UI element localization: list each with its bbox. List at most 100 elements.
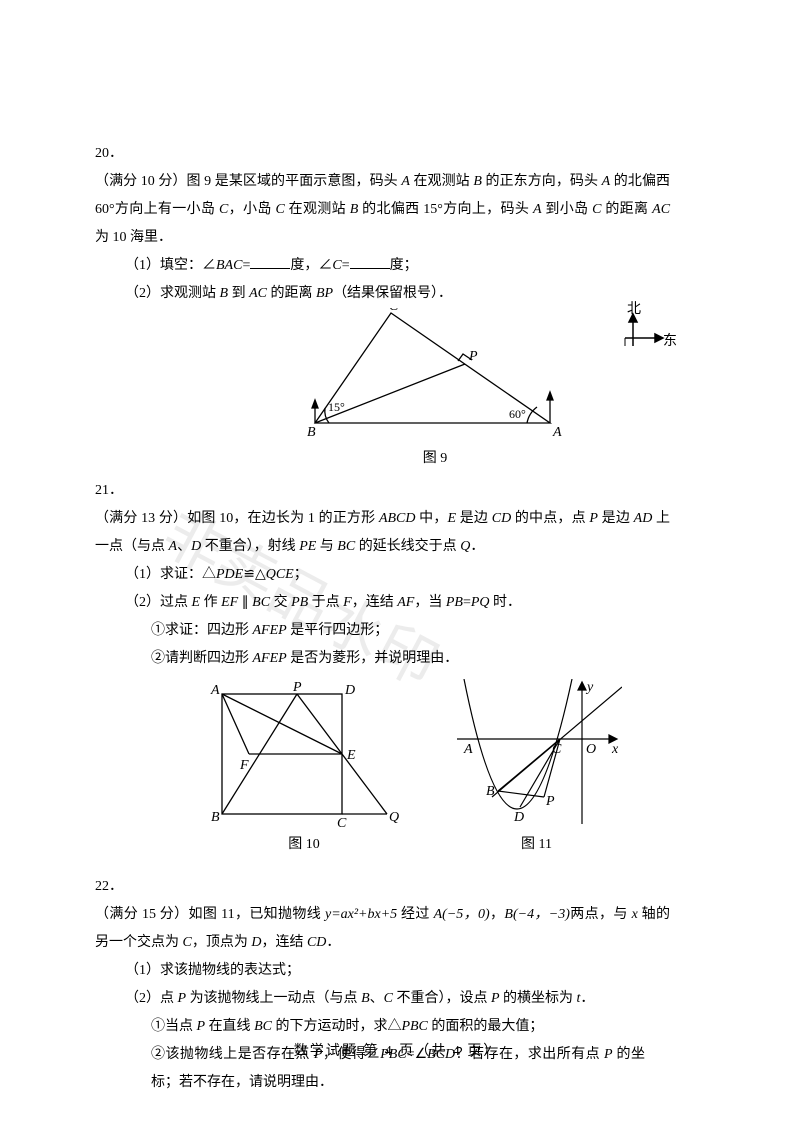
t: （2）点	[125, 991, 178, 1006]
var: EF	[221, 595, 238, 610]
t: 交	[270, 595, 291, 610]
t: 不重合），射线	[201, 539, 299, 554]
var-bc: BC	[254, 1019, 272, 1034]
var-p: P	[491, 991, 500, 1006]
t: （结果保留根号）．	[333, 286, 452, 301]
figure-10: AD BC PE FQ	[207, 679, 402, 829]
pt-b: B(−4，−3)	[504, 907, 570, 922]
var-c: C	[592, 202, 601, 217]
svg-text:B: B	[307, 425, 316, 440]
t: 的正东方向，码头	[482, 174, 602, 189]
t: 是边	[598, 511, 634, 526]
var: ABCD	[379, 511, 416, 526]
compass-east-label: 东	[663, 328, 677, 356]
svg-text:P: P	[468, 349, 478, 364]
svg-text:C: C	[389, 308, 399, 314]
problem-20: 20． （满分 10 分）图 9 是某区域的平面示意图，码头 A 在观测站 B …	[95, 140, 703, 463]
t: （满分 13 分）如图 10，在边长为 1 的正方形	[95, 511, 379, 526]
var-p: P	[197, 1019, 206, 1034]
t: 的中点，点	[511, 511, 589, 526]
var: AF	[397, 595, 414, 610]
svg-text:D: D	[513, 810, 524, 825]
var-cd: CD	[307, 935, 326, 950]
t: 到	[228, 286, 249, 301]
var: F	[343, 595, 352, 610]
t: 的北偏西 15°方向上，码头	[358, 202, 533, 217]
figure-9-caption: 图 9	[295, 445, 575, 473]
svg-text:B: B	[211, 810, 220, 825]
problem-number: 21．	[95, 477, 125, 505]
t: ．	[326, 935, 340, 950]
var-p: P	[178, 991, 187, 1006]
svg-text:C: C	[552, 742, 562, 757]
var: PQ	[471, 595, 490, 610]
figure-10-box: AD BC PE FQ 图 10	[207, 679, 402, 859]
var-d: D	[251, 935, 261, 950]
svg-text:Q: Q	[389, 810, 399, 825]
t: （2）求观测站	[125, 286, 220, 301]
t: ．	[580, 991, 594, 1006]
var-ac: AC	[652, 202, 670, 217]
svg-text:y: y	[585, 680, 594, 695]
t: 是边	[456, 511, 492, 526]
t: 不重合），设点	[393, 991, 491, 1006]
svg-text:F: F	[239, 758, 249, 773]
var: D	[191, 539, 201, 554]
var: AFEP	[253, 651, 287, 666]
var: PB	[291, 595, 308, 610]
t: 与	[316, 539, 337, 554]
problem-stem: （满分 15 分）如图 11，已知抛物线 y=ax²+bx+5 经过 A(−5，…	[95, 901, 670, 957]
t: ．	[470, 539, 484, 554]
var: AD	[634, 511, 653, 526]
sub-2-1: ①当点 P 在直线 BC 的下方运动时，求△PBC 的面积的最大值；	[95, 1013, 703, 1041]
t: 度，∠	[290, 258, 332, 273]
svg-text:E: E	[346, 748, 356, 763]
t: 、	[370, 991, 384, 1006]
var-pbc: PBC	[401, 1019, 427, 1034]
t: 于点	[308, 595, 343, 610]
var: E	[448, 511, 457, 526]
figure-9: B A C P 15° 60°	[295, 308, 575, 443]
figure-11-box: yx O AC BD P 图 11	[452, 679, 622, 859]
t: （满分 10 分）图 9 是某区域的平面示意图，码头	[95, 174, 401, 189]
var-c: C	[275, 202, 284, 217]
var: BC	[252, 595, 270, 610]
var-c: C	[219, 202, 228, 217]
t: ，顶点为	[192, 935, 252, 950]
t: 两点，与	[570, 907, 632, 922]
svg-text:A: A	[552, 425, 562, 440]
t: （1）填空：∠	[125, 258, 216, 273]
var-a: A	[533, 202, 542, 217]
t: =	[342, 258, 350, 273]
pt-a: A(−5，0)	[434, 907, 490, 922]
t: ≌△	[243, 567, 266, 582]
sub-1: （1）求该抛物线的表达式；	[95, 957, 703, 985]
var-a: A	[602, 174, 611, 189]
t: 的下方运动时，求△	[272, 1019, 402, 1034]
t: 作	[200, 595, 221, 610]
t: ∥	[238, 595, 252, 610]
compass-north-label: 北	[627, 296, 641, 324]
t: 中，	[416, 511, 448, 526]
var-c: C	[183, 935, 192, 950]
t: 的距离	[602, 202, 653, 217]
var: AFEP	[253, 623, 287, 638]
t: ①求证：四边形	[151, 623, 253, 638]
t: 是否为菱形，并说明理由．	[287, 651, 459, 666]
compass-icon: 北 东	[615, 308, 675, 358]
sub-2: （2）求观测站 B 到 AC 的距离 BP（结果保留根号）．	[95, 280, 703, 308]
var-b: B	[473, 174, 482, 189]
svg-text:C: C	[337, 816, 347, 829]
svg-text:B: B	[486, 784, 495, 799]
svg-text:P: P	[545, 794, 555, 809]
t: 为该抛物线上一动点（与点	[186, 991, 361, 1006]
problem-number: 22．	[95, 873, 125, 901]
figure-9-row: B A C P 15° 60° 图 9 北 东	[295, 308, 703, 463]
page-footer: 数学试题 第 4 页（共 4 页）	[0, 1038, 793, 1066]
svg-text:P: P	[292, 680, 302, 695]
var: BC	[337, 539, 355, 554]
t: 的距离	[267, 286, 316, 301]
svg-text:A: A	[463, 742, 473, 757]
problem-stem: （满分 10 分）图 9 是某区域的平面示意图，码头 A 在观测站 B 的正东方…	[95, 168, 670, 252]
var-a: A	[401, 174, 410, 189]
